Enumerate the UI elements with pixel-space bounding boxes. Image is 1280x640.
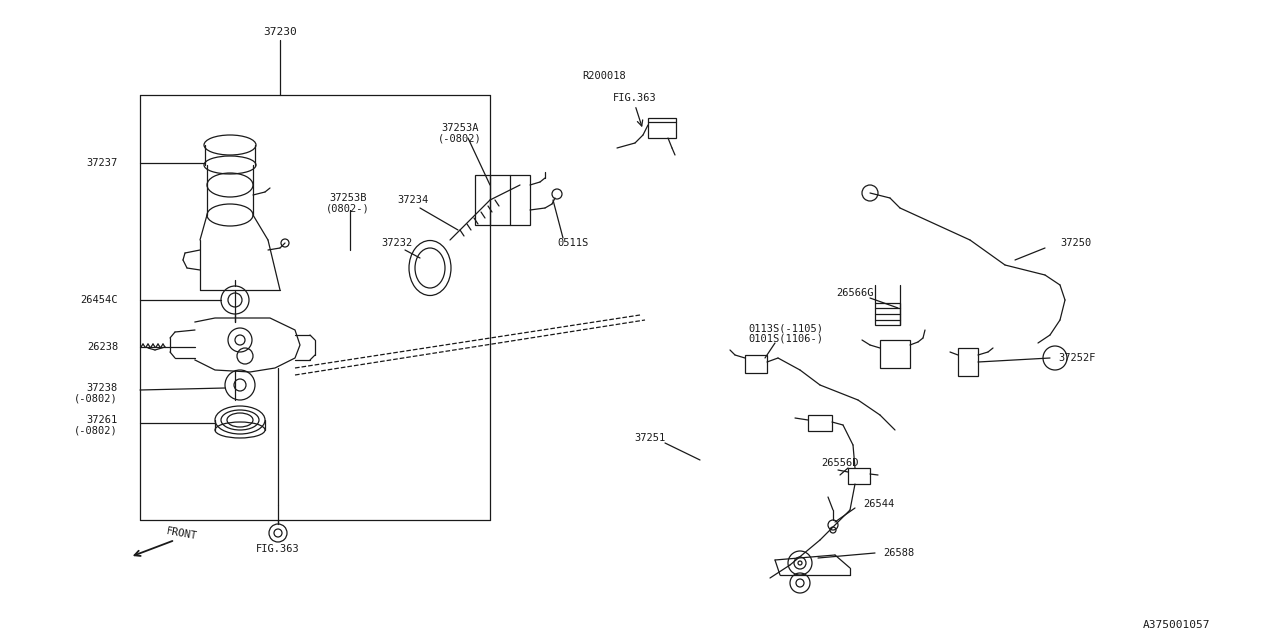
Text: (-0802): (-0802) (74, 393, 118, 403)
Bar (648, 118, 676, 138)
Text: FRONT: FRONT (165, 526, 198, 541)
Text: FIG.363: FIG.363 (613, 93, 657, 103)
Text: 37253B: 37253B (329, 193, 367, 203)
Text: 37252F: 37252F (1059, 353, 1096, 363)
Bar (876, 303, 900, 325)
Text: (-0802): (-0802) (438, 133, 481, 143)
Text: 37230: 37230 (264, 27, 297, 37)
Text: (0802-): (0802-) (326, 203, 370, 213)
Text: 37237: 37237 (87, 158, 118, 168)
Bar (957, 348, 978, 376)
Bar (745, 355, 767, 373)
Bar (849, 468, 870, 484)
Text: 37232: 37232 (381, 238, 412, 248)
Text: 26556D: 26556D (822, 458, 859, 468)
Text: 26544: 26544 (863, 499, 895, 509)
Bar (475, 175, 530, 225)
Text: R200018: R200018 (582, 71, 626, 81)
Text: 26588: 26588 (883, 548, 914, 558)
Text: 37234: 37234 (397, 195, 429, 205)
Text: 37251: 37251 (635, 433, 666, 443)
Text: 0113S(-1105): 0113S(-1105) (748, 323, 823, 333)
Text: 26454C: 26454C (81, 295, 118, 305)
Text: FIG.363: FIG.363 (256, 544, 300, 554)
Text: 37261: 37261 (87, 415, 118, 425)
Bar (808, 415, 832, 431)
Text: 0101S(1106-): 0101S(1106-) (748, 333, 823, 343)
Text: 0511S: 0511S (557, 238, 589, 248)
Text: 37250: 37250 (1060, 238, 1092, 248)
Text: 26238: 26238 (87, 342, 118, 352)
Text: 26566G: 26566G (836, 288, 874, 298)
Bar (881, 340, 910, 368)
Text: 37238: 37238 (87, 383, 118, 393)
Text: (-0802): (-0802) (74, 425, 118, 435)
Text: 37253A: 37253A (442, 123, 479, 133)
Text: A375001057: A375001057 (1143, 620, 1210, 630)
